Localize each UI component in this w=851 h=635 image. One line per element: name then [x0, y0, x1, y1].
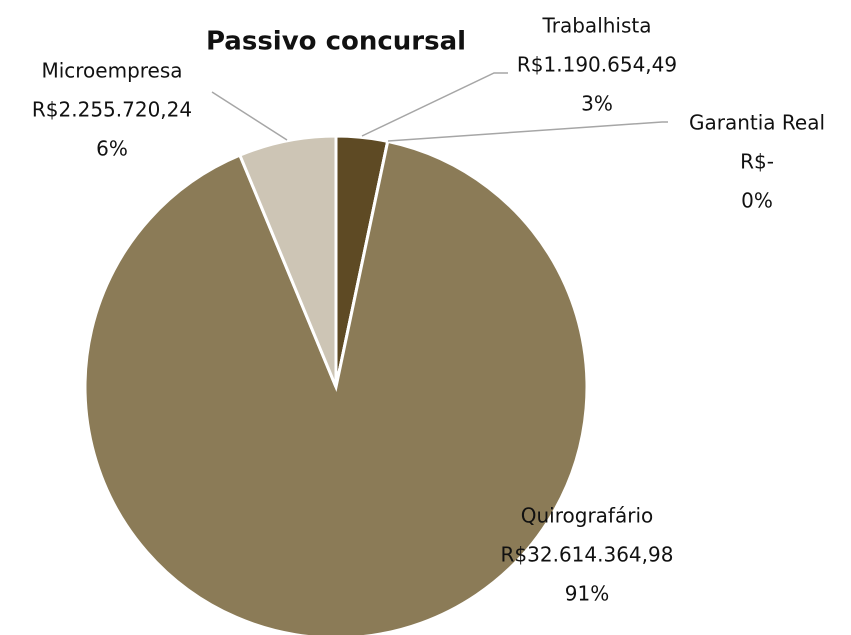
percent-label: 91% — [565, 582, 609, 606]
percent-label: 3% — [581, 92, 613, 116]
percent-label: 6% — [96, 137, 128, 161]
category-label: Microempresa — [41, 59, 182, 83]
leader-line — [387, 121, 668, 142]
category-label: Garantia Real — [689, 111, 825, 135]
slice — [237, 134, 338, 388]
value-label: R$2.255.720,24 — [32, 98, 192, 122]
value-label: R$1.190.654,49 — [517, 53, 677, 77]
labels: Trabalhista R$1.190.654,49 3% Garantia Real… — [32, 14, 825, 606]
percent-label: 0% — [741, 189, 773, 213]
slice — [83, 139, 589, 635]
leader-line — [211, 91, 288, 141]
leader-line — [361, 72, 508, 137]
chart-title: Passivo concursal — [206, 27, 466, 57]
slices — [83, 134, 589, 635]
category-label: Quirografário — [521, 504, 653, 528]
value-label: R$- — [740, 150, 774, 174]
value-label: R$32.614.364,98 — [501, 543, 674, 567]
category-label: Trabalhista — [541, 14, 651, 38]
